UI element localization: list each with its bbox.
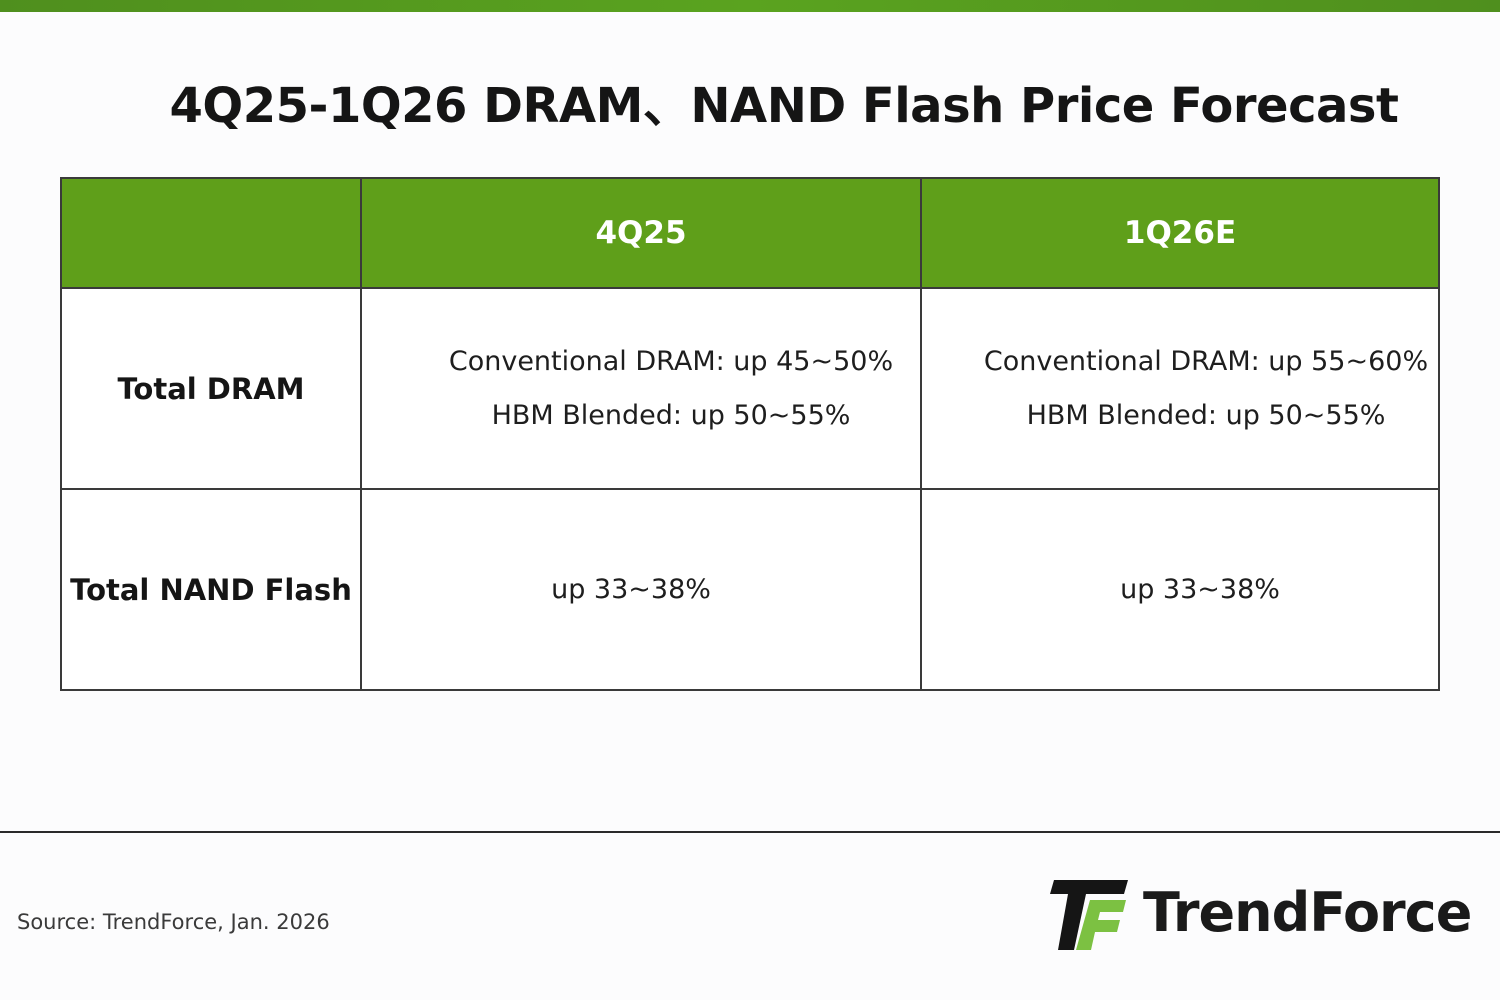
cell-line: Conventional DRAM: up 55~60% [983, 345, 1429, 377]
table-header-empty [60, 177, 362, 289]
trendforce-logo-icon [1050, 880, 1128, 950]
cell-line: HBM Blended: up 50~55% [491, 399, 851, 431]
cell-line: HBM Blended: up 50~55% [1026, 399, 1386, 431]
logo-wordmark: TrendForce [1143, 881, 1472, 944]
table-row: Total NAND Flash up 33~38% up 33~38% [60, 488, 1440, 691]
cell-line: up 33~38% [551, 573, 711, 605]
cell-line: Conventional DRAM: up 45~50% [448, 345, 894, 377]
row-label-total-nand-flash: Total NAND Flash [60, 488, 362, 691]
trendforce-logo: TrendForce [1050, 876, 1480, 956]
table-cell: up 33~38% [920, 488, 1440, 691]
top-accent-bar [0, 0, 1500, 12]
page-title: 4Q25-1Q26 DRAM、NAND Flash Price Forecast [169, 78, 1399, 134]
row-label-total-dram: Total DRAM [60, 287, 362, 490]
table-cell: Conventional DRAM: up 45~50% HBM Blended… [360, 287, 922, 490]
cell-line: up 33~38% [1120, 573, 1280, 605]
source-note: Source: TrendForce, Jan. 2026 [17, 910, 330, 934]
forecast-table: 4Q25 1Q26E Total DRAM Conventional DRAM:… [60, 177, 1440, 691]
table-header-4q25: 4Q25 [360, 177, 922, 289]
footer-divider [0, 831, 1500, 833]
table-row: Total DRAM Conventional DRAM: up 45~50% … [60, 287, 1440, 490]
table-cell: up 33~38% [360, 488, 922, 691]
table-header-1q26e: 1Q26E [920, 177, 1440, 289]
table-cell: Conventional DRAM: up 55~60% HBM Blended… [920, 287, 1440, 490]
table-header-row: 4Q25 1Q26E [60, 177, 1440, 289]
